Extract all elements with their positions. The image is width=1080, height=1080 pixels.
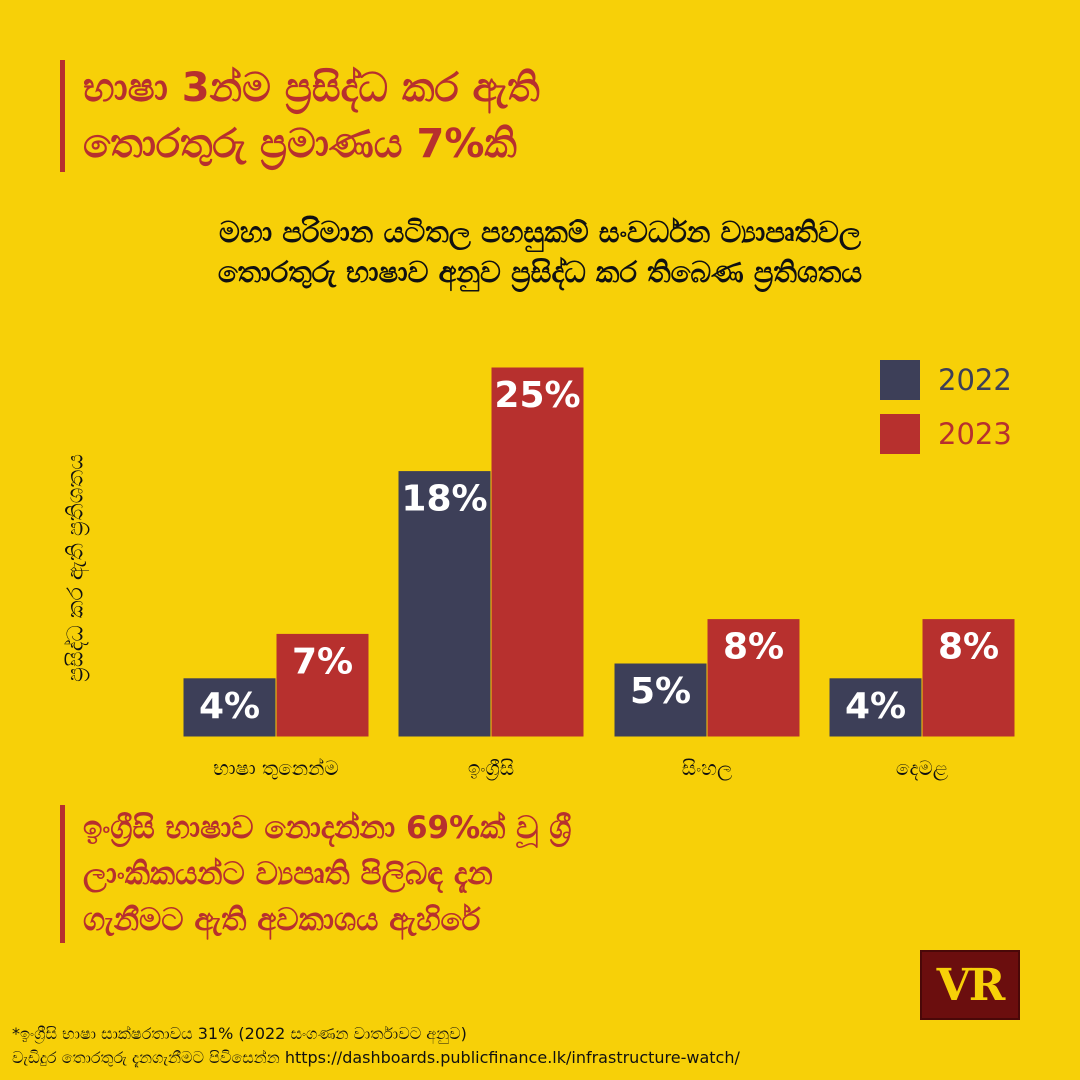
data-label-2023-1: 25% xyxy=(494,375,580,416)
legend-item-2022: 2022 xyxy=(880,360,1012,400)
category-label-2: සිංහල xyxy=(682,756,732,781)
data-label-2022-0: 4% xyxy=(199,686,260,727)
logo-text: VR xyxy=(936,959,1006,1011)
footer: *ඉංග්‍රීසි භාෂා සාක්ෂරතාවය 31% (2022 සංග… xyxy=(12,1022,1072,1070)
data-label-2022-3: 4% xyxy=(845,686,906,727)
callout-line-3: ගැනීමට ඇති අවකාශය ඇහිරේ xyxy=(83,902,481,938)
bar-2022-0 xyxy=(182,677,277,738)
data-label-2023-0: 7% xyxy=(292,641,353,682)
legend-label-2023: 2023 xyxy=(938,417,1012,451)
bar-2023-3 xyxy=(921,618,1016,738)
callout: ඉංග්‍රීසි භාෂාව නොදන්නා 69%ක් වූ ශ්‍රී ල… xyxy=(60,805,903,943)
chart-legend: 2022 2023 xyxy=(880,360,1012,468)
bar-chart: 4% 7% භාෂා තුනෙන්ම 18% 25% ඉංග්‍රීසි 5% 8% සිංහල… xyxy=(182,366,1016,781)
callout-line-1: ඉංග්‍රීසි භාෂාව නොදන්නා 69%ක් වූ ශ්‍රී xyxy=(83,810,572,846)
bar-2022-1 xyxy=(397,470,492,738)
legend-swatch-2023 xyxy=(880,414,920,454)
headline-line-1: භාෂා 3න්ම ප්‍රසිද්ධ කර ඇති xyxy=(83,65,540,111)
subtitle-line-2: තොරතුරු භාෂාව අනුව ප්‍රසිද්ධ කර තිබෙණ ප්… xyxy=(217,255,863,289)
legend-swatch-2022 xyxy=(880,360,920,400)
category-label-1: ඉංග්‍රීසි xyxy=(468,756,514,781)
brand-logo: VR xyxy=(920,950,1020,1020)
data-label-2023-3: 8% xyxy=(938,627,999,668)
bar-2023-2 xyxy=(706,618,801,738)
data-label-2022-2: 5% xyxy=(630,671,691,712)
data-label-2022-1: 18% xyxy=(401,479,487,520)
headline: භාෂා 3න්ම ප්‍රසිද්ධ කර ඇති තොරතුරු ප්‍රම… xyxy=(60,60,983,172)
category-label-0: භාෂා තුනෙන්ම xyxy=(213,756,339,780)
legend-item-2023: 2023 xyxy=(880,414,1012,454)
headline-line-2: තොරතුරු ප්‍රමාණය 7%කි xyxy=(83,121,517,167)
category-label-3: දෙමළ xyxy=(896,756,948,781)
callout-line-2: ලාංකිකයන්ට ව්‍යපෘති පිලිබඳ දැන xyxy=(83,856,493,892)
bar-2023-0 xyxy=(275,632,370,738)
bar-2022-3 xyxy=(828,677,923,738)
footer-note: *ඉංග්‍රීසි භාෂා සාක්ෂරතාවය 31% (2022 සංග… xyxy=(12,1024,467,1043)
data-label-2023-2: 8% xyxy=(723,627,784,668)
footer-source-link[interactable]: වැඩිදුර තොරතුරු දැනගැනීමට පිවිසෙන්න http… xyxy=(12,1048,740,1067)
bar-2023-1 xyxy=(490,366,585,738)
legend-label-2022: 2022 xyxy=(938,363,1012,397)
chart-subtitle: මහා පරිමාන යටිතල පහසුකම් සංවර්ධන ව්‍යාපෘ… xyxy=(40,212,1040,292)
subtitle-line-1: මහා පරිමාන යටිතල පහසුකම් සංවර්ධන ව්‍යාපෘ… xyxy=(219,215,861,249)
